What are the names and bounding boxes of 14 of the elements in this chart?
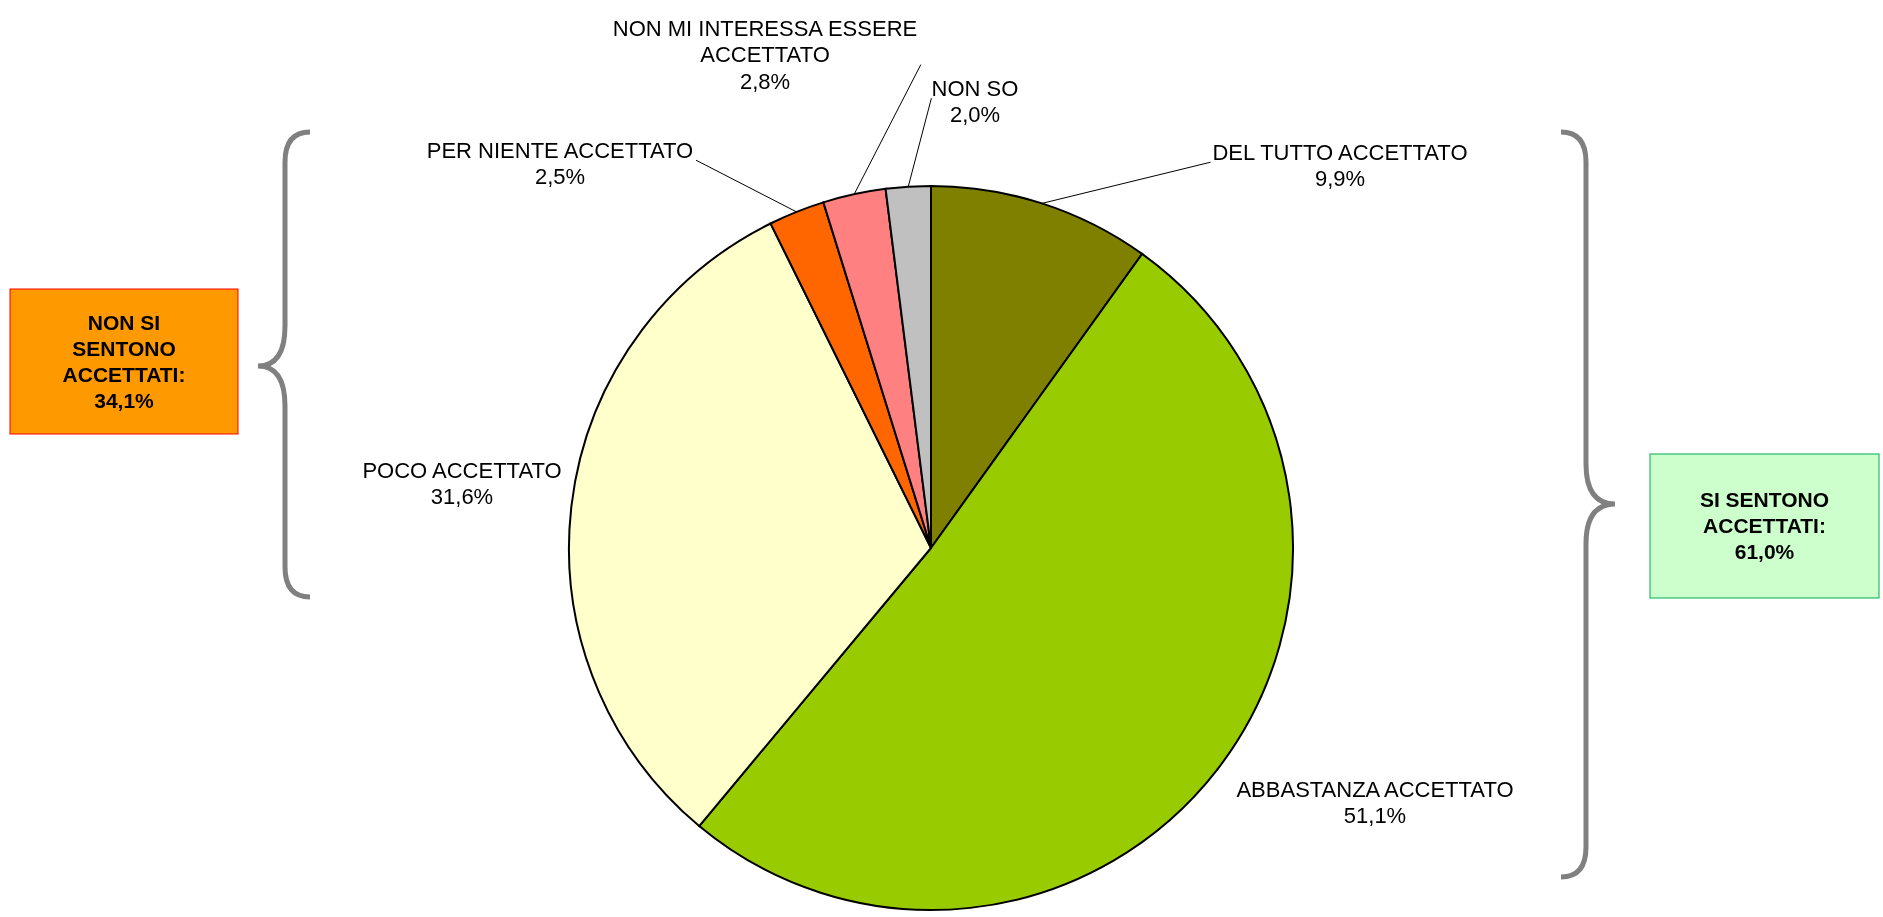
data-label: 51,1%	[1343, 803, 1407, 829]
data-label: 31,6%	[430, 484, 494, 510]
data-label: 2,5%	[534, 164, 586, 190]
slice-label: POCO ACCETTATO	[362, 458, 562, 483]
data-label: 2,0%	[949, 102, 1001, 128]
data-label: 9,9%	[1314, 166, 1366, 192]
slice-label: DEL TUTTO ACCETTATO	[1212, 140, 1468, 165]
text: NON SI SENTONO ACCETTATI: 34,1%	[62, 310, 186, 412]
slice-label: PER NIENTE ACCETTATO	[426, 138, 694, 163]
slice-label: NON MI INTERESSA ESSERE ACCETTATO	[612, 16, 918, 68]
slice-label: NON SO	[931, 76, 1019, 101]
data-label: 2,8%	[739, 68, 791, 94]
text: SI SENTONO ACCETTATI: 61,0%	[1699, 488, 1830, 563]
slice-label: ABBASTANZA ACCETTATO	[1236, 777, 1514, 802]
